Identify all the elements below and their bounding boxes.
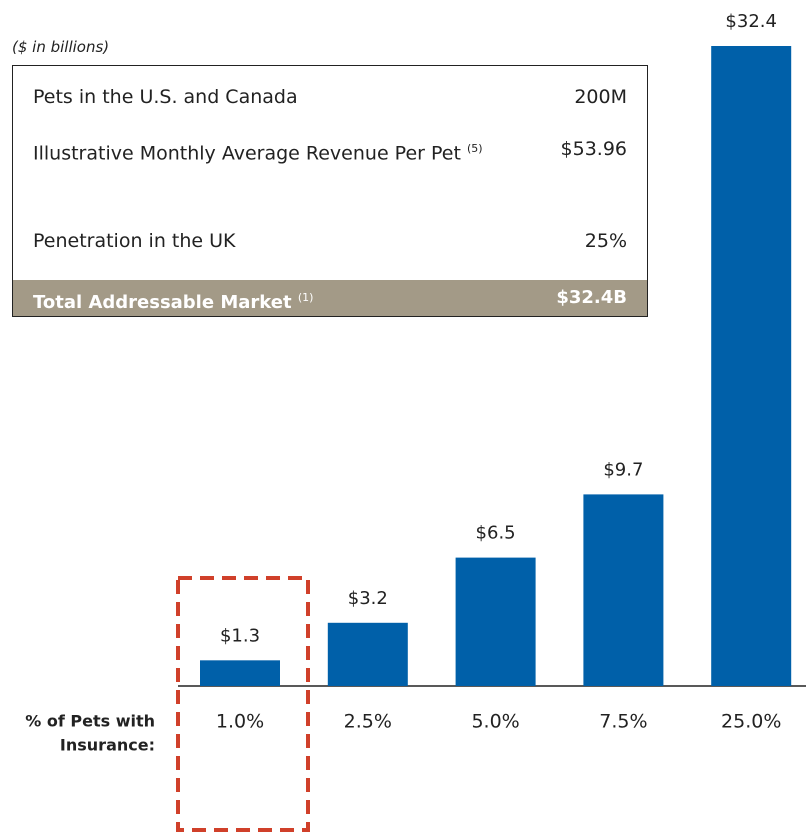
x-axis-label: Insurance:: [60, 736, 155, 755]
row-value: 25%: [584, 230, 627, 252]
row-label: Illustrative Monthly Average Revenue Per…: [33, 136, 503, 166]
x-tick-label: 25.0%: [721, 711, 781, 733]
assumption-table: Pets in the U.S. and Canada 200M Illustr…: [12, 65, 648, 317]
bar: [583, 494, 664, 686]
bar: [200, 660, 280, 686]
value-label: $3.2: [348, 588, 388, 609]
row-label: Pets in the U.S. and Canada: [33, 86, 298, 108]
total-value: $32.4B: [556, 287, 627, 308]
bar: [455, 557, 536, 686]
footnote: (5): [466, 142, 483, 155]
bar: [711, 46, 792, 686]
x-tick-label: 5.0%: [471, 711, 519, 733]
x-tick-label: 7.5%: [599, 711, 647, 733]
total-label-text: Total Addressable Market: [33, 292, 292, 313]
row-value: $53.96: [560, 138, 627, 160]
x-tick-label: 1.0%: [216, 711, 264, 733]
value-label: $32.4: [725, 11, 777, 32]
x-axis-label: % of Pets with: [25, 712, 155, 731]
value-label: $9.7: [603, 459, 643, 480]
value-label: $6.5: [476, 523, 516, 544]
row-label-text: Illustrative Monthly Average Revenue Per…: [33, 142, 461, 165]
bar: [327, 622, 408, 686]
subtitle: ($ in billions): [12, 38, 110, 56]
row-value: 200M: [574, 86, 627, 108]
total-label: Total Addressable Market (1): [33, 280, 313, 321]
value-label: $1.3: [220, 625, 260, 646]
footnote: (1): [297, 291, 314, 304]
highlight-box: [176, 576, 310, 832]
total-row: Total Addressable Market (1) $32.4B: [13, 280, 647, 316]
row-label: Penetration in the UK: [33, 230, 236, 252]
x-tick-label: 2.5%: [344, 711, 392, 733]
